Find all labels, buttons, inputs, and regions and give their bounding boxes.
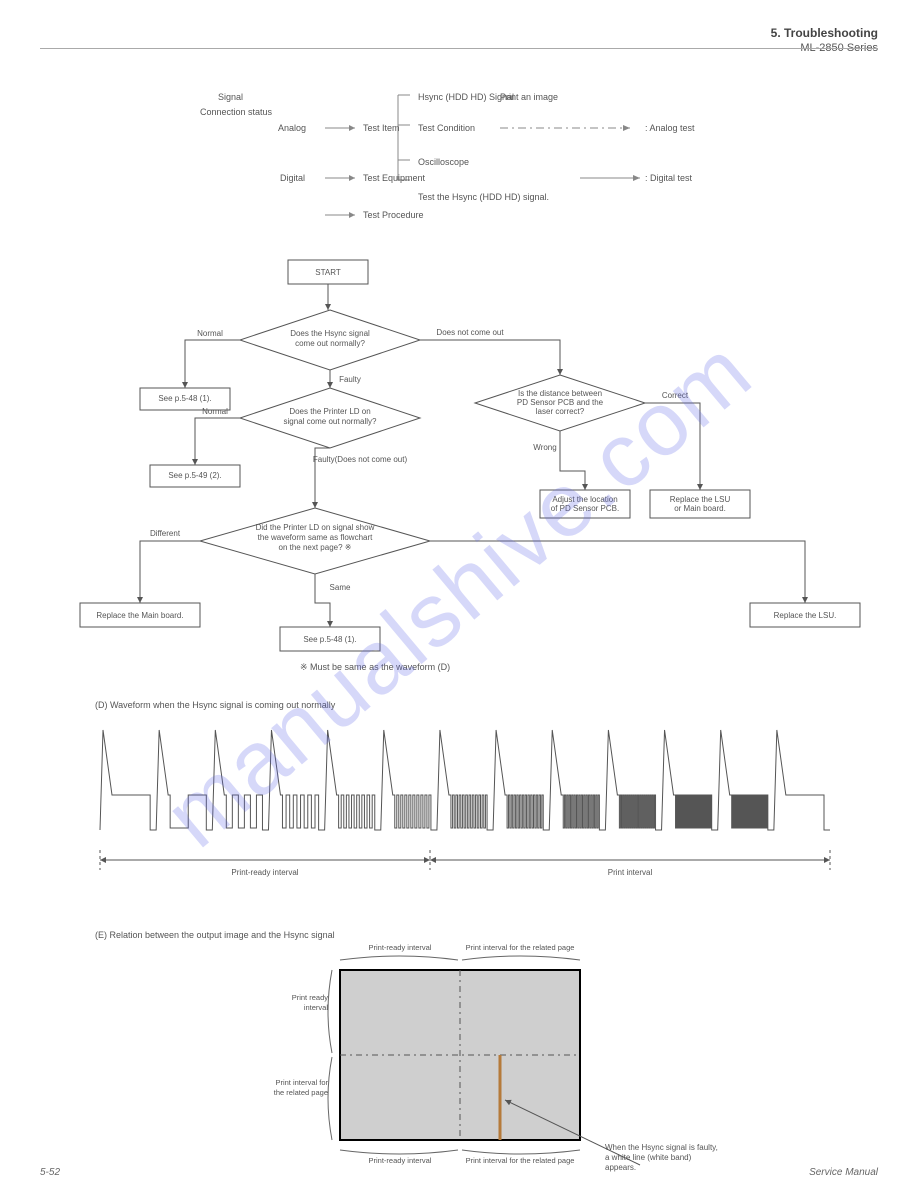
panel-annot-2: a white line (white band) <box>605 1153 692 1162</box>
footer-left: 5-52 <box>40 1167 60 1178</box>
brace-left-1a: Print ready <box>292 993 329 1002</box>
panel-annot-3: appears. <box>605 1163 636 1172</box>
brace-bot-1: Print-ready interval <box>369 1156 432 1165</box>
brace-left-1b: interval <box>304 1003 329 1012</box>
brace-left-2b: the related page <box>274 1088 328 1097</box>
pagepanel-svg: Print-ready interval Print interval for … <box>0 0 918 1188</box>
brace-left-2a: Print interval for <box>275 1078 328 1087</box>
brace-top-1: Print-ready interval <box>369 943 432 952</box>
panel-annot-1: When the Hsync signal is faulty, <box>605 1143 718 1152</box>
page-root: 5. Troubleshooting ML-2850 Series Signal… <box>0 0 918 1188</box>
footer-right: Service Manual <box>809 1167 878 1178</box>
brace-bot-2: Print interval for the related page <box>466 1156 575 1165</box>
brace-top-2: Print interval for the related page <box>466 943 575 952</box>
